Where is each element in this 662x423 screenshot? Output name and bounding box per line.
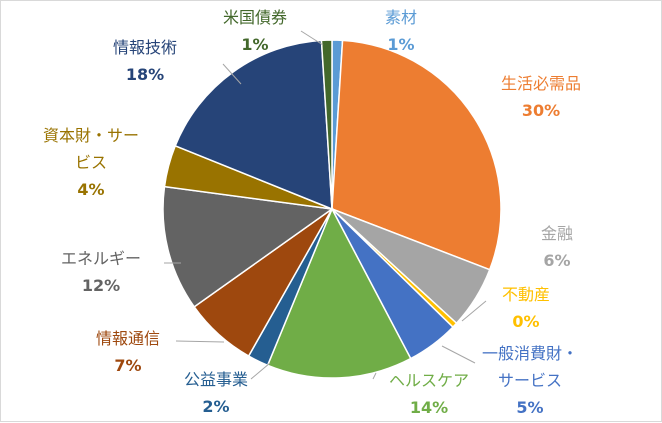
slice-label: エネルギー: [61, 249, 141, 268]
leader-line: [441, 345, 476, 364]
pie-slice: [266, 207, 412, 379]
slice-value-label: 30%: [522, 101, 560, 120]
slice-label: 一般消費財・サービス: [482, 344, 578, 390]
slice-label: 公益事業: [184, 370, 248, 389]
slice-label: 不動産: [502, 285, 550, 304]
slice-value-label: 1%: [241, 35, 268, 54]
leader-line: [250, 362, 271, 380]
leader-line: [372, 372, 377, 380]
slice-value-label: 2%: [202, 397, 229, 416]
slice-label: 資本財・サービス: [43, 126, 139, 172]
pie-slice: [174, 39, 333, 211]
slice-label: 情報技術: [113, 38, 177, 57]
slice-value-label: 14%: [410, 398, 448, 417]
pie-slice: [162, 185, 334, 308]
slice-value-label: 18%: [126, 65, 164, 84]
leader-line: [175, 340, 225, 343]
slice-label: ヘルスケア: [389, 371, 469, 390]
slice-value-label: 4%: [77, 180, 104, 199]
leader-line: [222, 63, 242, 85]
pie-slice: [331, 39, 502, 271]
slice-value-label: 6%: [543, 251, 570, 270]
slice-value-label: 12%: [82, 276, 120, 295]
slice-label: 生活必需品: [501, 74, 581, 93]
slice-value-label: 5%: [516, 398, 543, 417]
slice-value-label: 0%: [512, 312, 539, 331]
slice-label: 金融: [541, 224, 573, 243]
slice-value-label: 7%: [114, 356, 141, 375]
slice-value-label: 1%: [387, 35, 414, 54]
slice-label: 米国債券: [223, 8, 287, 27]
leader-line: [300, 30, 324, 46]
pie-slice: [320, 39, 333, 210]
leader-line: [461, 300, 487, 322]
slice-label: 情報通信: [96, 329, 160, 348]
slice-label: 素材: [385, 8, 417, 27]
